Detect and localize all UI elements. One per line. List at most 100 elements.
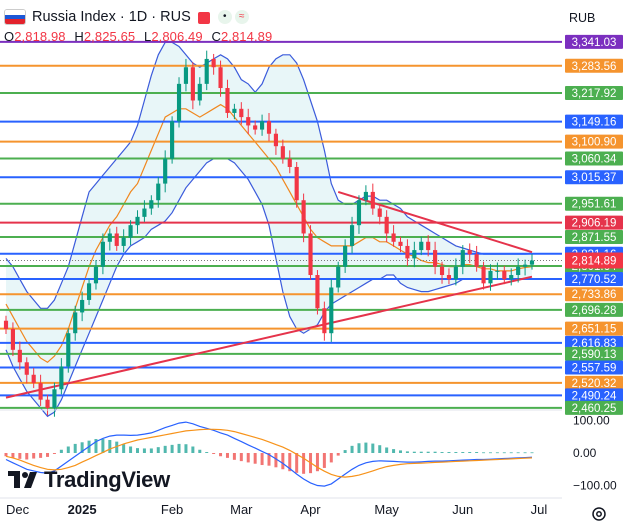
time-axis-label-0: Dec xyxy=(6,502,30,517)
macd-histogram-bar-46 xyxy=(322,453,326,468)
candlestick-series xyxy=(3,50,535,417)
macd-histogram-bar-17 xyxy=(122,444,126,453)
macd-histogram-bar-64 xyxy=(447,452,451,453)
candle-body-60 xyxy=(419,241,424,251)
candle-body-34 xyxy=(239,108,244,118)
level-tag-label-8: 2,906.19 xyxy=(572,218,617,230)
macd-histogram-bar-69 xyxy=(482,452,486,454)
level-tag-label-2: 3,217.92 xyxy=(572,88,617,100)
candle-body-24 xyxy=(170,121,175,159)
time-axis: Dec 2025 Feb Mar Apr May Jun Jul xyxy=(0,497,562,517)
candle-body-1 xyxy=(10,329,15,350)
candle-body-50 xyxy=(349,225,355,246)
candle-body-71 xyxy=(495,270,500,272)
macd-histogram-bar-43 xyxy=(302,453,306,474)
macd-histogram-bar-50 xyxy=(350,445,354,453)
macd-histogram-bar-40 xyxy=(281,453,285,470)
candle-body-30 xyxy=(211,58,216,68)
macd-histogram-bar-23 xyxy=(163,445,167,453)
candle-body-31 xyxy=(218,67,223,89)
signal-line xyxy=(5,428,533,478)
macd-histogram-bar-22 xyxy=(156,447,160,453)
macd-line xyxy=(5,421,533,487)
macd-histogram-bar-38 xyxy=(267,453,271,466)
macd-axis-label-1: 0.00 xyxy=(573,446,597,460)
candle-body-2 xyxy=(17,349,22,363)
candle-body-46 xyxy=(322,308,327,334)
candle-body-48 xyxy=(336,266,341,288)
russia-flag-icon xyxy=(4,9,26,25)
symbol-title[interactable]: Russia Index · 1D · RUS xyxy=(32,9,191,25)
macd-histogram-bar-51 xyxy=(357,443,361,453)
macd-histogram-bar-36 xyxy=(253,453,257,464)
candle-body-73 xyxy=(509,275,514,280)
candle-body-41 xyxy=(287,158,292,167)
macd-histogram-bar-3 xyxy=(25,453,29,460)
macd-histogram-bar-0 xyxy=(4,453,8,457)
time-axis-label-3: Mar xyxy=(230,502,253,517)
candle-body-44 xyxy=(308,233,313,276)
candle-body-56 xyxy=(391,233,396,242)
candle-body-49 xyxy=(343,245,348,267)
macd-histogram-bar-20 xyxy=(142,448,146,453)
macd-histogram-bar-63 xyxy=(440,452,444,453)
macd-histogram-bar-39 xyxy=(274,453,278,468)
wave-icon[interactable]: ≈ xyxy=(234,10,249,24)
dot-icon[interactable]: • xyxy=(217,10,232,24)
level-tag-label-20: 2,490.24 xyxy=(572,390,617,402)
candle-body-62 xyxy=(433,250,438,267)
macd-histogram-bar-75 xyxy=(523,452,527,454)
macd-histogram-bar-48 xyxy=(336,453,340,456)
ohlc-low: 2,806.49 xyxy=(151,29,203,44)
candle-body-35 xyxy=(246,117,251,126)
level-tag-14 xyxy=(565,302,623,317)
macd-histogram-bar-25 xyxy=(177,443,181,453)
macd-histogram-bar-59 xyxy=(412,451,416,453)
macd-histogram-bar-60 xyxy=(419,451,423,453)
level-tag-18 xyxy=(565,360,623,375)
macd-histogram-bar-70 xyxy=(488,452,492,454)
tradingview-logo[interactable]: TradingView xyxy=(8,467,170,493)
candle-body-0 xyxy=(3,320,9,330)
level-tag-label-15: 2,651.15 xyxy=(572,324,617,336)
price-axis: 3,341.03 3,283.56 3,217.92 3,149.16 3,100.90… xyxy=(562,30,629,415)
candle-body-8 xyxy=(59,366,64,390)
candle-body-5 xyxy=(38,383,43,400)
macd-histogram-bar-53 xyxy=(371,443,375,453)
level-tag-label-7: 2,951.61 xyxy=(572,199,617,211)
level-tag-3 xyxy=(565,114,623,129)
level-tag-21 xyxy=(565,400,623,415)
candle-body-23 xyxy=(163,158,168,184)
macd-histogram-bar-58 xyxy=(405,451,409,453)
candle-body-9 xyxy=(66,333,71,367)
macd-histogram-bar-21 xyxy=(149,448,153,453)
time-axis-label-6: Jun xyxy=(452,502,473,517)
candle-body-20 xyxy=(142,208,147,217)
candle-body-38 xyxy=(266,121,272,134)
candle-body-59 xyxy=(412,250,417,259)
candle-body-21 xyxy=(149,200,154,209)
currency-label[interactable]: RUB xyxy=(569,11,596,25)
level-tag-2 xyxy=(565,86,623,101)
time-axis-label-5: May xyxy=(374,502,399,517)
macd-histogram-bar-1 xyxy=(11,453,15,458)
level-tag-19 xyxy=(565,375,623,390)
level-tag-label-19: 2,520.32 xyxy=(572,378,617,390)
flag-badge-icon[interactable] xyxy=(197,12,210,24)
macd-histogram-bar-71 xyxy=(495,452,499,454)
macd-histogram-bar-66 xyxy=(461,452,465,453)
macd-histogram-bar-47 xyxy=(329,453,333,463)
level-tag-label-9: 2,871.55 xyxy=(572,232,617,244)
candle-body-43 xyxy=(301,200,306,234)
macd-axis-label-2: −100.00 xyxy=(573,479,617,493)
level-tag-label-21: 2,460.25 xyxy=(572,403,617,415)
level-tag-8 xyxy=(565,215,623,230)
indicator-toggles[interactable]: • ≈ xyxy=(217,10,249,24)
macd-histogram-bar-56 xyxy=(392,449,396,453)
level-tag-12 xyxy=(565,271,623,286)
macd-histogram-bar-52 xyxy=(364,442,368,453)
level-tag-9 xyxy=(565,229,623,244)
macd-histogram-bar-76 xyxy=(530,452,534,454)
gear-icon[interactable] xyxy=(590,505,608,523)
